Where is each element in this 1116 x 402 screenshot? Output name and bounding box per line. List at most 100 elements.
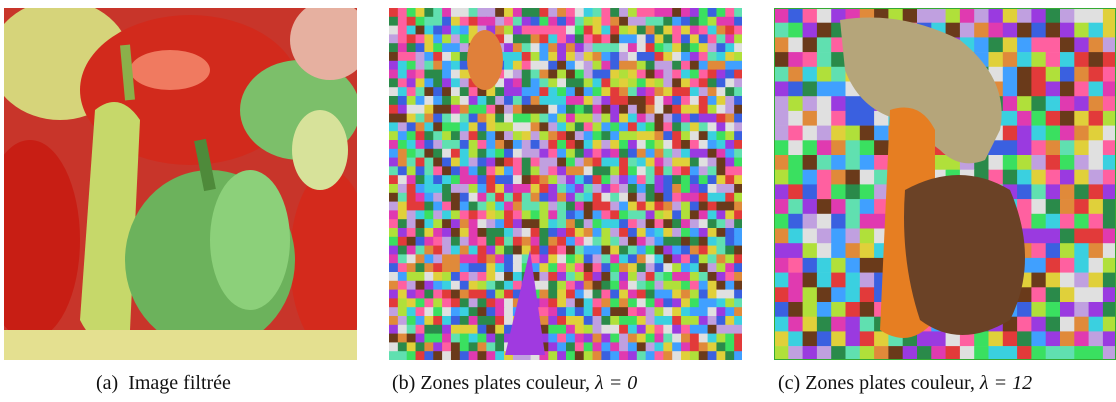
segment	[628, 87, 638, 97]
segment	[495, 184, 505, 194]
caption-text: Zones plates couleur,	[805, 372, 975, 394]
segment	[734, 263, 744, 273]
segment	[1031, 243, 1046, 258]
segment	[601, 334, 611, 344]
segment	[1089, 184, 1104, 199]
segment	[708, 17, 718, 27]
segment	[699, 184, 709, 194]
segment	[725, 166, 735, 176]
segment	[734, 254, 744, 264]
segment	[681, 316, 691, 326]
segment	[734, 8, 744, 18]
segment	[681, 193, 691, 203]
segment	[655, 17, 665, 27]
segment	[424, 290, 434, 300]
segment	[663, 202, 673, 212]
segment	[846, 155, 861, 170]
segment	[593, 325, 603, 335]
segment	[628, 193, 638, 203]
segment	[672, 290, 682, 300]
segment	[699, 114, 709, 124]
segment	[716, 334, 726, 344]
segment	[672, 43, 682, 53]
segment	[725, 316, 735, 326]
segment	[860, 317, 875, 332]
segment	[817, 82, 832, 97]
segment	[788, 23, 803, 38]
segment	[495, 8, 505, 18]
segment	[1060, 67, 1075, 82]
segment	[433, 202, 443, 212]
segment	[531, 26, 541, 35]
segmentation-lambda-0	[389, 8, 744, 361]
segment	[831, 82, 846, 97]
segment	[1103, 302, 1116, 317]
segment	[690, 281, 700, 291]
segment	[860, 287, 875, 302]
segment	[478, 131, 488, 141]
segment	[593, 334, 603, 344]
segment	[407, 26, 417, 35]
segment	[690, 298, 700, 308]
segment	[716, 114, 726, 124]
segment	[442, 290, 452, 300]
segment	[803, 346, 818, 361]
segment	[628, 334, 638, 344]
segment	[1089, 214, 1104, 229]
segment	[469, 246, 479, 256]
segment	[663, 228, 673, 238]
segment	[734, 351, 744, 361]
segment	[619, 140, 629, 150]
segment	[831, 214, 846, 229]
segment	[681, 166, 691, 176]
segment	[416, 290, 426, 300]
segment	[846, 199, 861, 214]
segment	[548, 210, 558, 220]
segment	[725, 228, 735, 238]
segment	[1060, 273, 1075, 288]
segment	[699, 272, 709, 282]
segment	[716, 325, 726, 335]
segment	[1017, 302, 1032, 317]
segment	[478, 272, 488, 282]
segment	[774, 52, 789, 67]
segment	[672, 166, 682, 176]
segment	[601, 184, 611, 194]
segment	[1046, 243, 1061, 258]
segment	[1046, 126, 1061, 141]
segment	[672, 237, 682, 247]
segment	[398, 87, 408, 97]
segment	[655, 210, 665, 220]
segment	[584, 210, 594, 220]
segment	[734, 325, 744, 335]
segment	[619, 202, 629, 212]
segment	[1031, 155, 1046, 170]
segment	[593, 298, 603, 308]
segment	[1003, 52, 1018, 67]
segment	[566, 254, 576, 264]
caption-label: (a)	[96, 372, 118, 394]
segment	[584, 246, 594, 256]
segment	[1046, 140, 1061, 155]
segment	[460, 26, 470, 35]
segment	[557, 26, 567, 35]
segment	[610, 325, 620, 335]
segment	[619, 316, 629, 326]
segment	[416, 166, 426, 176]
segment	[531, 96, 541, 106]
segment	[708, 114, 718, 124]
segment	[601, 131, 611, 141]
segment	[424, 70, 434, 80]
segment	[1074, 302, 1089, 317]
segment	[655, 96, 665, 106]
segment	[460, 158, 470, 168]
segment	[478, 202, 488, 212]
segment	[1089, 67, 1104, 82]
segment	[663, 26, 673, 35]
segment	[557, 61, 567, 71]
segment	[504, 254, 514, 264]
segment	[575, 263, 585, 273]
segment	[451, 105, 461, 115]
segment	[398, 263, 408, 273]
segment	[478, 122, 488, 131]
